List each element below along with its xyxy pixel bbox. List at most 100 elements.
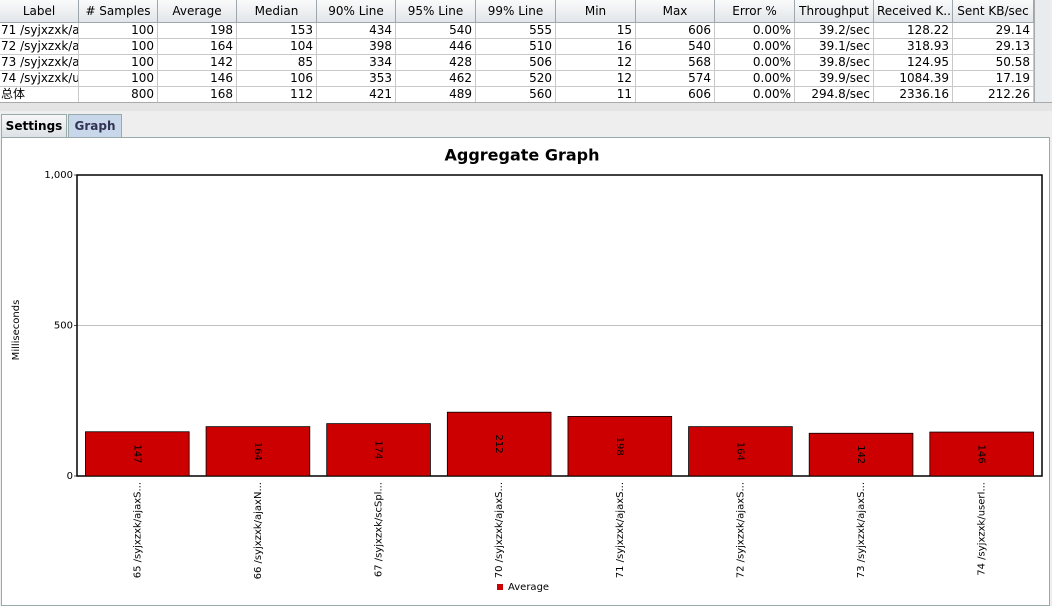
table-cell: 85 (237, 55, 317, 71)
tab[interactable]: Settings (1, 114, 67, 137)
table-cell: 0.00% (715, 71, 795, 87)
table-cell: 72 /syjxzxk/a... (0, 39, 79, 55)
x-tick-label: 67 /syjxzxk/scSpl... (374, 482, 385, 577)
column-header: Received K... (874, 0, 953, 23)
data-label: 198 (614, 437, 625, 456)
table-cell: 334 (317, 55, 396, 71)
table-cell: 606 (636, 23, 715, 39)
graph-panel (1, 137, 1050, 606)
data-label: 142 (855, 445, 866, 464)
bar (567, 416, 673, 477)
table-cell: 146 (158, 71, 237, 87)
table-cell: 434 (317, 23, 396, 39)
table-cell: 398 (317, 39, 396, 55)
table-cell: 39.1/sec (795, 39, 874, 55)
column-header: 99% Line (476, 0, 556, 23)
y-tick-label: 500 (54, 321, 73, 332)
table-cell: 353 (317, 71, 396, 87)
table-cell: 100 (79, 55, 158, 71)
table-cell: 164 (158, 39, 237, 55)
table-cell: 104 (237, 39, 317, 55)
table-cell: 153 (237, 23, 317, 39)
column-header: 90% Line (317, 0, 396, 23)
table-cell: 16 (556, 39, 636, 55)
data-label: 164 (734, 442, 745, 461)
table-cell: 124.95 (874, 55, 953, 71)
table-cell: 总体 (0, 87, 79, 102)
y-tick-label: 1,000 (44, 170, 73, 181)
table-cell: 100 (79, 39, 158, 55)
table-cell: 1084.39 (874, 71, 953, 87)
bar (446, 411, 552, 477)
table-cell: 555 (476, 23, 556, 39)
legend-label: Average (508, 582, 549, 593)
table-cell: 17.19 (953, 71, 1034, 87)
table-cell: 128.22 (874, 23, 953, 39)
table-cell: 560 (476, 87, 556, 102)
table-cell: 520 (476, 71, 556, 87)
table-cell: 39.2/sec (795, 23, 874, 39)
data-label: 147 (131, 444, 142, 463)
table-cell: 574 (636, 71, 715, 87)
y-axis-label: Milliseconds (11, 300, 22, 361)
column-header: Median (237, 0, 317, 23)
table-cell: 540 (396, 23, 476, 39)
table-cell: 510 (476, 39, 556, 55)
table-cell: 506 (476, 55, 556, 71)
bar (929, 431, 1034, 477)
table-cell: 100 (79, 71, 158, 87)
table-cell: 0.00% (715, 55, 795, 71)
table-cell: 212.26 (953, 87, 1034, 102)
column-header: Max (636, 0, 715, 23)
column-header: Throughput (795, 0, 874, 23)
table-cell: 168 (158, 87, 237, 102)
x-tick-label: 72 /syjxzxk/ajaxS... (735, 482, 746, 578)
table-cell: 11 (556, 87, 636, 102)
x-tick-label: 65 /syjxzxk/ajaxS... (132, 482, 143, 578)
bar (688, 426, 793, 477)
table-cell: 0.00% (715, 87, 795, 102)
table-cell: 71 /syjxzxk/a... (0, 23, 79, 39)
results-table: Label # Samples Average Median 90% Line 95% L… (0, 0, 1034, 102)
table-cell: 12 (556, 71, 636, 87)
table-cell: 428 (396, 55, 476, 71)
table-cell: 29.13 (953, 39, 1034, 55)
data-label: 174 (373, 440, 384, 459)
table-cell: 318.93 (874, 39, 953, 55)
x-tick-label: 70 /syjxzxk/ajaxS... (494, 482, 505, 578)
column-header: 95% Line (396, 0, 476, 23)
tab[interactable]: Graph (68, 114, 122, 137)
scrollbar[interactable] (1034, 0, 1050, 102)
table-cell: 39.9/sec (795, 71, 874, 87)
column-header: Label (0, 0, 79, 23)
x-tick-label: 73 /syjxzxk/ajaxS... (856, 482, 867, 578)
table-cell: 462 (396, 71, 476, 87)
table-cell: 15 (556, 23, 636, 39)
column-header: Sent KB/sec (953, 0, 1034, 23)
table-cell: 29.14 (953, 23, 1034, 39)
y-tick-label: 0 (67, 471, 73, 482)
table-cell: 540 (636, 39, 715, 55)
x-tick-label: 66 /syjxzxk/ajaxN... (253, 482, 264, 579)
chart-title: Aggregate Graph (444, 146, 599, 165)
table-cell: 568 (636, 55, 715, 71)
column-header: Average (158, 0, 237, 23)
table-cell: 142 (158, 55, 237, 71)
table-cell: 800 (79, 87, 158, 102)
table-cell: 294.8/sec (795, 87, 874, 102)
bar (205, 426, 311, 477)
table-cell: 606 (636, 87, 715, 102)
data-label: 212 (493, 435, 504, 454)
table-cell: 106 (237, 71, 317, 87)
split-divider[interactable] (0, 102, 1052, 111)
column-header: Error % (715, 0, 795, 23)
table-cell: 112 (237, 87, 317, 102)
table-cell: 446 (396, 39, 476, 55)
bar (808, 432, 914, 477)
table-cell: 489 (396, 87, 476, 102)
data-label: 146 (976, 444, 987, 463)
table-cell: 0.00% (715, 39, 795, 55)
table-cell: 50.58 (953, 55, 1034, 71)
